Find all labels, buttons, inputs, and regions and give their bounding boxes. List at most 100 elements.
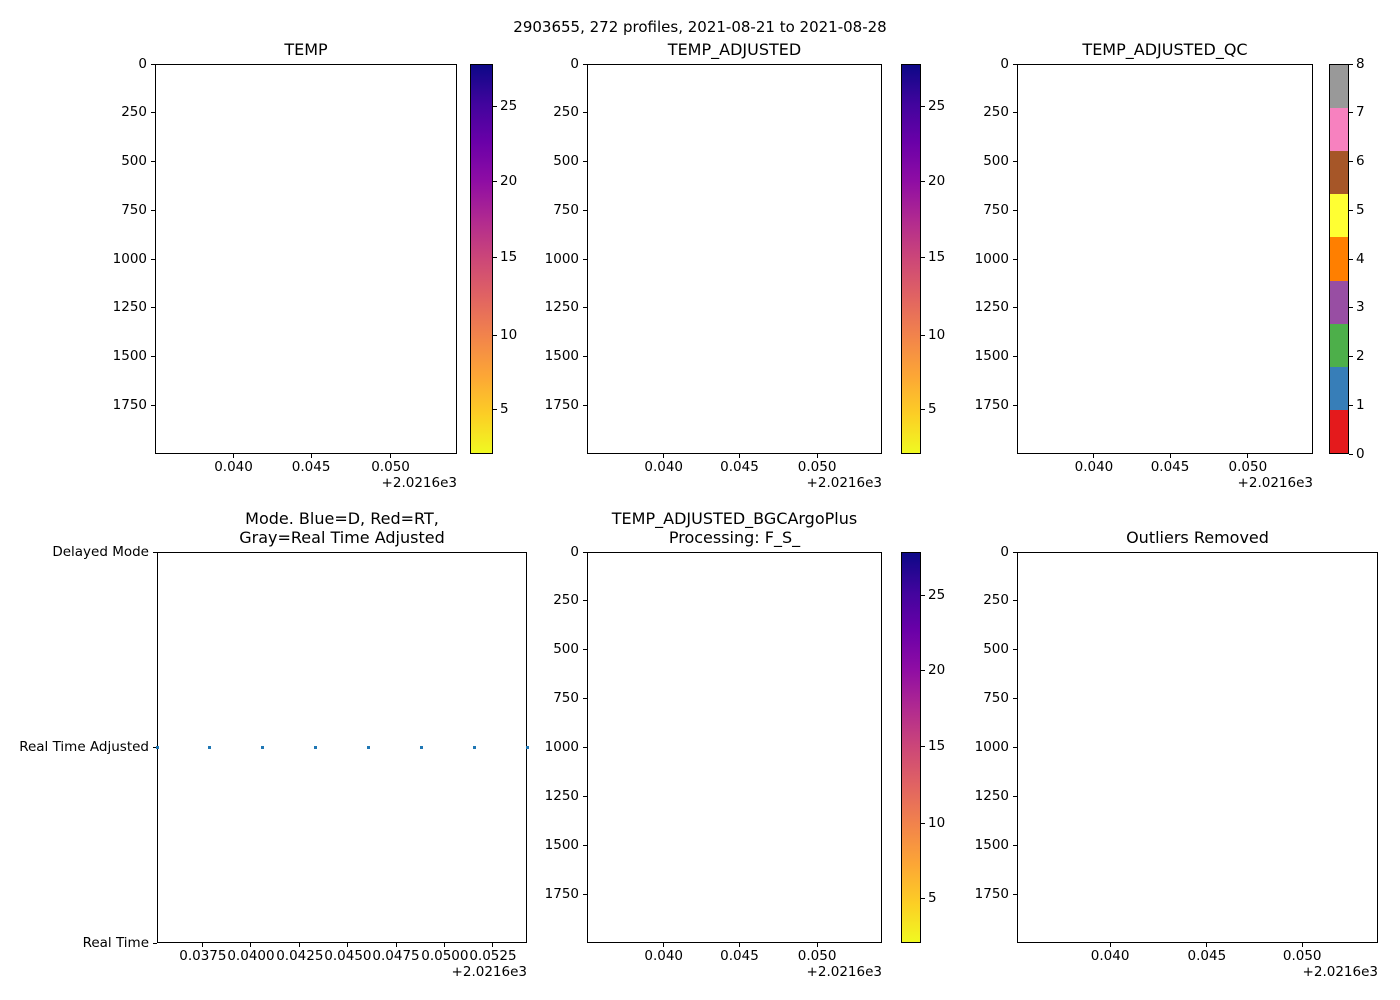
colorbar-tick-mark — [921, 898, 925, 900]
y-tick-mark — [1013, 356, 1017, 357]
y-tick-label: 750 — [983, 201, 1009, 218]
colorbar-temp-adjusted-bgcargoplus — [901, 552, 921, 943]
data-point — [472, 746, 476, 749]
colorbar-tick-mark — [493, 257, 497, 259]
y-tick-label: 250 — [553, 104, 579, 121]
y-tick-mark — [1013, 258, 1017, 260]
x-tick-label: 0.050 — [797, 948, 837, 964]
colorbar-tick-label: 20 — [928, 173, 946, 190]
colorbar-tick-label: 20 — [500, 173, 518, 190]
colorbar-tick-label: 25 — [500, 98, 518, 115]
x-tick-label: 0.0525 — [469, 948, 517, 964]
y-tick-mark — [1013, 551, 1017, 553]
y-tick-label: 750 — [121, 201, 147, 218]
x-tick-label: 0.045 — [720, 459, 759, 475]
data-point — [261, 746, 265, 749]
data-point — [419, 746, 423, 749]
colorbar-tick-mark — [921, 257, 925, 259]
y-tick-label: Delayed Mode — [52, 543, 149, 560]
colorbar-tick-label: 15 — [928, 737, 946, 754]
x-tick-mark — [347, 943, 349, 947]
colorbar-tick-label: 3 — [1356, 299, 1365, 316]
x-axis-offset-label: +2.0216e3 — [451, 964, 527, 980]
axes-title-temp-adjusted-bgcargoplus: Processing: F_S_ — [668, 528, 801, 547]
colorbar-tick-mark — [1349, 356, 1353, 357]
data-point — [155, 746, 159, 749]
x-tick-label: 0.0375 — [179, 948, 227, 964]
x-axis-offset-label: +2.0216e3 — [1237, 475, 1313, 491]
y-tick-label: 0 — [570, 55, 579, 72]
x-tick-label: 0.0425 — [276, 948, 324, 964]
y-tick-label: 250 — [121, 104, 147, 121]
y-tick-mark — [151, 209, 155, 211]
y-tick-mark — [583, 63, 587, 65]
y-tick-mark — [1013, 747, 1017, 748]
colorbar-segment — [1330, 65, 1348, 109]
y-tick-mark — [583, 698, 587, 700]
plot-area-outliers-removed — [1017, 552, 1378, 943]
y-tick-mark — [1013, 63, 1017, 65]
colorbar-tick-label: 5 — [500, 401, 509, 418]
colorbar-segment — [1330, 108, 1348, 152]
x-tick-mark — [310, 454, 312, 458]
y-tick-label: 1250 — [112, 299, 147, 316]
colorbar-segment — [1330, 237, 1348, 281]
y-tick-label: 500 — [553, 153, 579, 169]
y-tick-label: 1000 — [974, 739, 1009, 755]
colorbar-segment — [1330, 194, 1348, 238]
x-tick-mark — [816, 943, 818, 947]
y-tick-label: 1250 — [974, 787, 1009, 804]
colorbar-tick-mark — [1349, 404, 1353, 406]
y-tick-mark — [583, 649, 587, 651]
y-tick-mark — [1013, 209, 1017, 211]
x-tick-mark — [1093, 454, 1095, 458]
y-tick-mark — [153, 551, 157, 553]
y-tick-mark — [1013, 698, 1017, 700]
colorbar-tick-mark — [1349, 209, 1353, 211]
x-tick-mark — [663, 454, 665, 458]
x-tick-label: 0.040 — [644, 948, 684, 964]
colorbar-segment — [1330, 366, 1348, 410]
y-tick-label: 1500 — [974, 348, 1009, 364]
y-tick-mark — [583, 893, 587, 895]
data-point — [314, 746, 318, 749]
colorbar-tick-mark — [1349, 63, 1353, 65]
x-tick-label: 0.040 — [1074, 459, 1114, 475]
y-tick-mark — [1013, 112, 1017, 114]
colorbar-tick-label: 10 — [928, 815, 946, 832]
y-tick-label: 1500 — [974, 836, 1009, 853]
colorbar-tick-mark — [493, 409, 497, 411]
x-axis-offset-label: +2.0216e3 — [806, 964, 882, 980]
colorbar-tick-label: 6 — [1356, 153, 1365, 169]
colorbar-tick-label: 4 — [1356, 250, 1365, 267]
colorbar-tick-mark — [921, 823, 925, 825]
colorbar-tick-mark — [921, 181, 925, 183]
plot-area-temp-adjusted — [587, 64, 882, 454]
x-tick-label: 0.045 — [1187, 948, 1227, 964]
y-tick-mark — [151, 356, 155, 357]
y-tick-label: 1000 — [544, 250, 579, 267]
colorbar-segment — [1330, 323, 1348, 367]
plot-area-temp — [155, 64, 457, 454]
axes-title-temp-adjusted-bgcargoplus: TEMP_ADJUSTED_BGCArgoPlus — [611, 509, 858, 528]
y-tick-mark — [1013, 307, 1017, 309]
colorbar-tick-label: 15 — [500, 249, 518, 266]
x-tick-mark — [739, 943, 740, 947]
y-tick-mark — [583, 161, 587, 162]
plot-area-temp-adjusted-qc — [1017, 64, 1313, 454]
y-tick-mark — [1013, 649, 1017, 651]
x-tick-label: 0.050 — [371, 459, 410, 475]
y-tick-label: 1500 — [112, 348, 147, 364]
colorbar-tick-mark — [1349, 307, 1353, 309]
y-tick-label: 250 — [983, 592, 1009, 609]
x-tick-mark — [1109, 943, 1111, 947]
y-tick-label: 1750 — [544, 396, 579, 413]
x-tick-mark — [299, 943, 301, 947]
y-tick-mark — [1013, 844, 1017, 846]
x-axis-offset-label: +2.0216e3 — [806, 475, 882, 491]
colorbar-tick-label: 1 — [1356, 396, 1365, 413]
colorbar-tick-mark — [921, 106, 925, 108]
y-tick-label: 1750 — [974, 885, 1009, 902]
x-tick-mark — [395, 943, 397, 947]
y-tick-mark — [583, 551, 587, 553]
